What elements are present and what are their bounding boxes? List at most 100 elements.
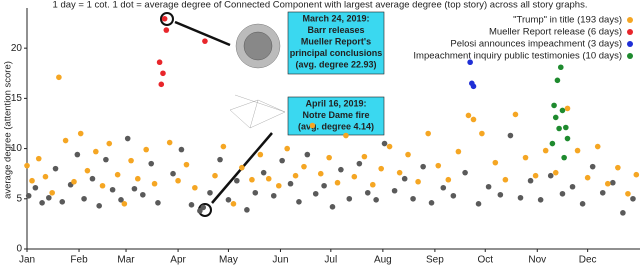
point — [81, 195, 87, 202]
point — [188, 202, 195, 208]
point — [502, 176, 509, 183]
annotation-text: March 24, 2019: — [302, 13, 369, 23]
annotation-text: Barr releases — [307, 25, 364, 35]
annotation-text: April 16, 2019: — [305, 98, 366, 108]
point — [351, 173, 358, 180]
legend-marker — [627, 17, 633, 23]
point — [386, 143, 393, 150]
point — [537, 196, 544, 203]
point — [522, 154, 529, 161]
point — [556, 125, 562, 132]
point — [49, 189, 55, 196]
point — [630, 195, 636, 202]
y-tick-label: 10 — [11, 143, 23, 154]
point — [131, 185, 138, 192]
point — [625, 190, 631, 197]
point — [161, 15, 168, 22]
point — [89, 175, 96, 182]
point — [42, 173, 49, 180]
point — [59, 199, 66, 205]
point — [549, 140, 556, 147]
x-tick-label: Jul — [324, 255, 337, 266]
point — [39, 200, 45, 206]
point — [420, 163, 426, 170]
point — [175, 177, 181, 184]
point — [445, 176, 452, 183]
annotation-text: principal conclusions — [290, 48, 383, 58]
point — [279, 157, 285, 164]
point — [620, 210, 626, 216]
point — [425, 130, 431, 137]
point — [610, 179, 616, 186]
point — [234, 177, 240, 184]
point — [326, 154, 332, 161]
point — [559, 107, 566, 114]
point — [561, 154, 567, 161]
point — [551, 102, 557, 109]
y-tick-label: 20 — [11, 43, 23, 54]
point — [633, 171, 640, 178]
point — [158, 81, 165, 88]
point — [74, 151, 81, 158]
point — [284, 145, 290, 152]
point — [96, 203, 102, 209]
point — [244, 207, 250, 213]
point — [497, 191, 504, 198]
point — [492, 159, 499, 166]
legend-label: "Trump" in title (193 days) — [513, 15, 622, 26]
point — [312, 190, 319, 197]
y-axis-label: average degree (attention score) — [3, 61, 14, 199]
point — [24, 162, 30, 169]
point — [202, 38, 208, 44]
point — [589, 163, 596, 170]
x-tick-label: Apr — [170, 255, 186, 266]
point — [564, 135, 571, 142]
point — [163, 27, 170, 33]
network-images — [229, 23, 286, 129]
legend-marker — [627, 53, 633, 59]
point — [109, 186, 116, 193]
point — [369, 181, 376, 188]
point — [140, 191, 146, 198]
point — [381, 140, 388, 147]
legend-marker — [627, 41, 633, 47]
point — [99, 182, 106, 189]
point — [128, 157, 134, 164]
point — [435, 162, 442, 169]
point — [507, 132, 514, 139]
point — [485, 183, 492, 190]
point — [401, 175, 408, 182]
point — [415, 178, 421, 185]
point — [296, 199, 302, 205]
point — [121, 201, 128, 207]
point — [93, 148, 99, 155]
x-tick-label: Dec — [579, 255, 597, 266]
point — [239, 164, 245, 171]
annotation-text: (avg. degree 4.14) — [298, 121, 374, 131]
point — [178, 146, 185, 153]
point — [84, 167, 91, 174]
point — [156, 59, 163, 66]
point — [440, 184, 447, 191]
point — [192, 184, 198, 191]
legend-label: Impeachment inquiry public testimonies (… — [413, 51, 622, 62]
point — [292, 172, 299, 179]
point — [143, 146, 149, 153]
point — [479, 130, 485, 137]
point — [542, 147, 549, 154]
point — [151, 180, 158, 187]
chart-title: 1 day = 1 cot. 1 dot = average degree of… — [53, 0, 588, 11]
point — [465, 112, 472, 119]
point — [378, 165, 384, 172]
point — [584, 174, 591, 181]
x-tick-label: Aug — [374, 255, 392, 266]
point — [134, 175, 141, 182]
point — [604, 180, 611, 187]
point — [373, 196, 379, 203]
x-tick-label: Nov — [528, 255, 546, 266]
x-tick-label: Mar — [117, 255, 135, 266]
point — [301, 163, 307, 170]
point — [207, 189, 213, 196]
